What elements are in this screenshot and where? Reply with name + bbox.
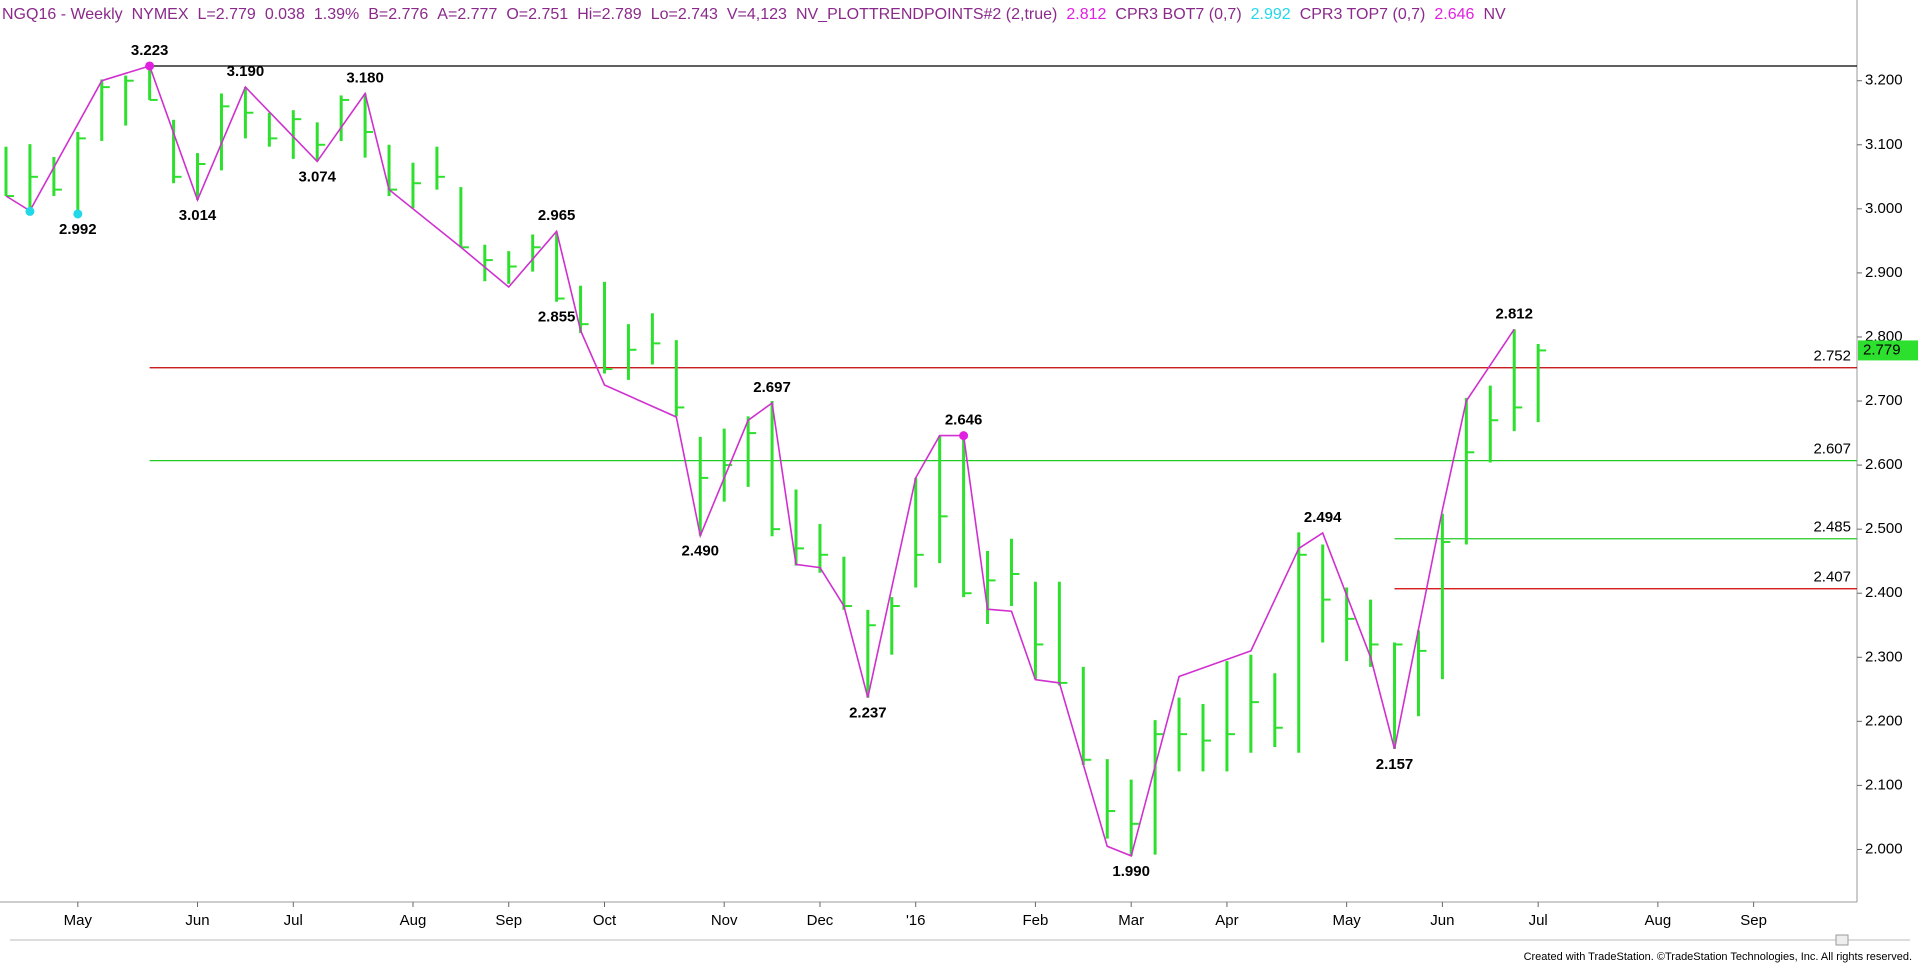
x-tick-label: Jun — [1430, 912, 1454, 929]
y-tick-label: 3.100 — [1865, 136, 1903, 153]
pivot-label: 3.074 — [298, 168, 336, 185]
pivot-label: 2.646 — [945, 412, 983, 429]
header-item: 1.39% — [314, 6, 359, 23]
x-tick-label: Sep — [495, 912, 522, 929]
y-tick-label: 2.500 — [1865, 520, 1903, 537]
y-tick-label: 2.900 — [1865, 264, 1903, 281]
header-item: 0.038 — [265, 6, 305, 23]
header-item: CPR3 BOT7 (0,7) — [1115, 6, 1241, 23]
header-item: NGQ16 - Weekly — [2, 6, 123, 23]
last-price-label: 2.779 — [1863, 341, 1901, 358]
y-tick-label: 2.600 — [1865, 456, 1903, 473]
pivot-label: 3.223 — [131, 42, 169, 59]
pivot-label: 2.490 — [681, 543, 719, 560]
pivot-label: 2.812 — [1495, 305, 1533, 322]
level-label: 2.752 — [1813, 348, 1851, 365]
pivot-dot — [959, 431, 969, 441]
level-label: 2.485 — [1813, 519, 1851, 536]
x-tick-label: Apr — [1215, 912, 1238, 929]
pivot-dot — [73, 209, 83, 219]
scrollbar-thumb[interactable] — [1835, 934, 1849, 946]
header-item: 2.992 — [1251, 6, 1291, 23]
header-item: V=4,123 — [727, 6, 787, 23]
header-item: NV — [1483, 6, 1506, 23]
header-item: O=2.751 — [506, 6, 568, 23]
pivot-label: 2.237 — [849, 705, 887, 722]
x-tick-label: Nov — [711, 912, 738, 929]
pivot-label: 3.014 — [179, 207, 217, 224]
y-tick-label: 3.000 — [1865, 200, 1903, 217]
header-item: NYMEX — [132, 6, 189, 23]
y-tick-label: 2.000 — [1865, 840, 1903, 857]
header: NGQ16 - Weekly NYMEX L=2.779 0.038 1.39% B=2.… — [2, 6, 1506, 23]
x-tick-label: May — [64, 912, 93, 929]
x-tick-label: Jul — [284, 912, 303, 929]
pivot-label: 2.965 — [538, 207, 576, 224]
header-item: 2.812 — [1066, 6, 1106, 23]
level-label: 2.607 — [1813, 441, 1851, 458]
y-tick-label: 2.700 — [1865, 392, 1903, 409]
level-label: 2.407 — [1813, 569, 1851, 586]
pivot-label: 2.697 — [753, 379, 791, 396]
header-item: A=2.777 — [437, 6, 497, 23]
x-tick-label: Aug — [400, 912, 427, 929]
pivot-label: 1.990 — [1112, 863, 1150, 880]
x-tick-label: '16 — [906, 912, 926, 929]
x-tick-label: Oct — [593, 912, 617, 929]
footer: Created with TradeStation. ©TradeStation… — [1524, 951, 1912, 963]
pivot-label: 2.157 — [1376, 756, 1414, 773]
y-tick-label: 2.400 — [1865, 584, 1903, 601]
x-tick-label: Aug — [1645, 912, 1672, 929]
pivot-dot — [145, 61, 155, 71]
pivot-label: 2.494 — [1304, 509, 1342, 526]
y-tick-label: 2.300 — [1865, 648, 1903, 665]
last-price-box — [1858, 340, 1918, 361]
header-item: CPR3 TOP7 (0,7) — [1300, 6, 1426, 23]
x-tick-label: Jun — [185, 912, 209, 929]
header-item: Lo=2.743 — [651, 6, 718, 23]
pivot-dot — [25, 206, 35, 216]
x-tick-label: Sep — [1740, 912, 1767, 929]
header-item: Hi=2.789 — [577, 6, 642, 23]
x-tick-label: Dec — [807, 912, 834, 929]
x-tick-label: Feb — [1022, 912, 1048, 929]
header-item: B=2.776 — [368, 6, 428, 23]
pivot-label: 3.180 — [346, 70, 384, 87]
header-item: 2.646 — [1434, 6, 1474, 23]
x-tick-label: Jul — [1529, 912, 1548, 929]
x-tick-label: Mar — [1118, 912, 1144, 929]
pivot-label: 3.190 — [227, 63, 265, 80]
y-tick-label: 3.200 — [1865, 72, 1903, 89]
header-item: L=2.779 — [198, 6, 256, 23]
y-tick-label: 2.200 — [1865, 712, 1903, 729]
x-tick-label: May — [1332, 912, 1361, 929]
zigzag-line — [5, 65, 1515, 857]
pivot-label: 2.992 — [59, 221, 97, 238]
header-item: NV_PLOTTRENDPOINTS#2 (2,true) — [796, 6, 1057, 23]
y-tick-label: 2.100 — [1865, 776, 1903, 793]
pivot-label: 2.855 — [538, 309, 576, 326]
